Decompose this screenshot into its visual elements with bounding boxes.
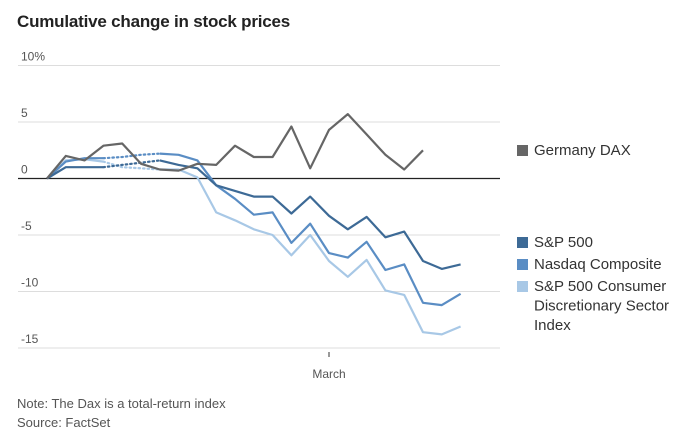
- chart-source: Source: FactSet: [17, 415, 111, 430]
- legend-label: Nasdaq Composite: [534, 256, 662, 273]
- legend-label: Discretionary Sector: [534, 298, 669, 315]
- legend-swatch: [517, 237, 528, 248]
- legend-label: Germany DAX: [534, 142, 631, 159]
- y-tick-label: -5: [21, 219, 32, 233]
- series-gap-nasdaq-composite: [102, 152, 161, 160]
- gridlines: [18, 65, 500, 349]
- series-line-s-p-500-consumer-discretionary-sector-index: [159, 168, 462, 336]
- legend-swatch: [517, 259, 528, 270]
- legend-swatch: [517, 281, 528, 292]
- x-tick-label: March: [312, 367, 345, 381]
- series-gap-s-p-500: [102, 159, 161, 169]
- legend: Germany DAX S&P 500 Nasdaq Composite S&P 50…: [517, 142, 669, 334]
- series-line-s-p-500: [159, 159, 461, 270]
- y-tick-label: 5: [21, 106, 28, 120]
- series-lines: [46, 113, 462, 336]
- legend-label: Index: [534, 317, 571, 334]
- chart-title: Cumulative change in stock prices: [17, 12, 291, 31]
- legend-label: S&P 500 Consumer: [534, 278, 666, 295]
- y-tick-label: 0: [21, 163, 28, 177]
- axes: 10% 5 0 -5 -10 -15 March: [18, 50, 500, 381]
- y-tick-label: -15: [21, 332, 39, 346]
- y-tick-label: 10%: [21, 50, 45, 64]
- legend-label: S&P 500: [534, 234, 593, 251]
- series-line-nasdaq-composite: [159, 152, 462, 307]
- series-line-s-p-500: [46, 166, 104, 180]
- series-line-germany-dax: [46, 113, 424, 180]
- legend-swatch: [517, 145, 528, 156]
- series-gap-s-p-500-consumer-discretionary-sector-index: [102, 160, 161, 171]
- series-line-nasdaq-composite: [46, 157, 104, 180]
- chart-note: Note: The Dax is a total-return index: [17, 396, 226, 411]
- y-tick-label: -10: [21, 276, 39, 290]
